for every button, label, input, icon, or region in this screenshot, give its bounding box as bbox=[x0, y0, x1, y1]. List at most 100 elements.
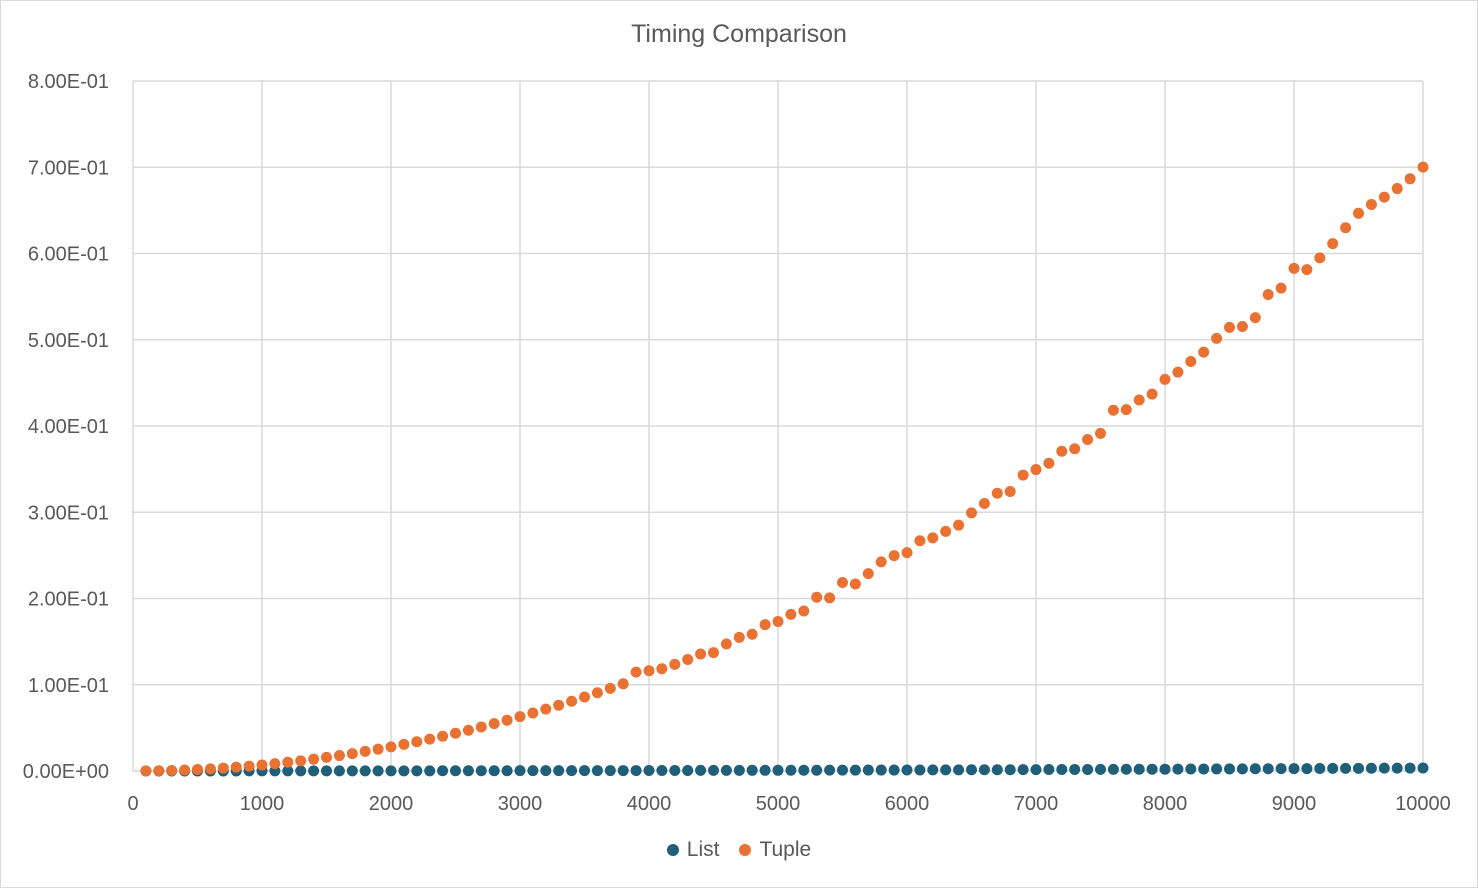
data-point-list bbox=[282, 765, 294, 777]
data-point-list bbox=[1378, 762, 1390, 774]
data-point-list bbox=[643, 764, 655, 776]
data-point-list bbox=[772, 764, 784, 776]
data-point-list bbox=[579, 765, 590, 777]
data-point-tuple bbox=[153, 765, 165, 777]
data-point-tuple bbox=[669, 658, 681, 670]
legend-item-tuple: Tuple bbox=[739, 838, 811, 862]
data-point-tuple bbox=[166, 764, 178, 776]
data-point-list bbox=[811, 764, 823, 776]
data-point-tuple bbox=[1095, 427, 1106, 439]
data-point-list bbox=[1391, 762, 1403, 774]
data-point-list bbox=[1172, 763, 1184, 775]
data-point-tuple bbox=[256, 759, 268, 771]
data-point-list bbox=[553, 765, 565, 777]
data-point-list bbox=[1198, 763, 1210, 775]
data-point-list bbox=[566, 765, 578, 777]
data-point-list bbox=[1043, 764, 1055, 776]
x-tick-label: 9000 bbox=[1272, 793, 1317, 815]
data-point-tuple bbox=[424, 733, 436, 745]
y-tick-label: 4.00E-01 bbox=[28, 416, 109, 438]
data-point-list bbox=[914, 764, 926, 776]
legend-label-list: List bbox=[686, 838, 720, 861]
data-point-list bbox=[398, 765, 410, 777]
data-point-tuple bbox=[798, 605, 810, 617]
legend-item-list: List bbox=[666, 838, 720, 862]
data-point-tuple bbox=[1211, 332, 1223, 344]
x-tick-label: 8000 bbox=[1143, 793, 1188, 815]
data-point-list bbox=[862, 764, 874, 776]
data-point-list bbox=[501, 765, 513, 777]
data-point-list bbox=[1314, 762, 1326, 774]
data-point-list bbox=[953, 764, 965, 776]
data-point-list bbox=[1288, 763, 1300, 775]
data-point-list bbox=[966, 764, 977, 776]
data-point-list bbox=[837, 764, 848, 776]
data-point-tuple bbox=[682, 653, 694, 665]
data-point-tuple bbox=[333, 750, 345, 762]
x-tick-label: 5000 bbox=[756, 793, 801, 815]
data-point-list bbox=[1353, 762, 1364, 774]
data-point-tuple bbox=[759, 619, 771, 631]
data-point-tuple bbox=[1275, 282, 1287, 294]
data-point-tuple bbox=[1082, 434, 1094, 446]
data-point-tuple bbox=[579, 691, 590, 703]
y-tick-label: 7.00E-01 bbox=[28, 157, 109, 179]
x-tick-label: 6000 bbox=[885, 793, 930, 815]
data-point-tuple bbox=[746, 628, 758, 640]
data-point-tuple bbox=[450, 727, 461, 739]
data-point-tuple bbox=[475, 721, 487, 733]
data-point-list bbox=[927, 764, 939, 776]
data-point-list bbox=[527, 765, 539, 777]
data-point-tuple bbox=[1185, 355, 1197, 367]
data-point-tuple bbox=[1327, 238, 1339, 250]
data-point-list bbox=[333, 765, 345, 777]
x-tick-label: 0 bbox=[127, 793, 138, 815]
data-point-tuple bbox=[811, 591, 823, 603]
data-point-tuple bbox=[501, 714, 513, 726]
data-point-tuple bbox=[1404, 173, 1416, 185]
data-point-list bbox=[321, 765, 332, 777]
data-point-tuple bbox=[824, 592, 836, 604]
data-point-list bbox=[1327, 762, 1339, 774]
data-point-tuple bbox=[862, 568, 874, 580]
data-point-list bbox=[1146, 763, 1158, 775]
data-point-list bbox=[759, 764, 771, 776]
data-point-tuple bbox=[514, 711, 526, 723]
data-point-tuple bbox=[940, 525, 952, 537]
data-point-list bbox=[875, 764, 887, 776]
data-point-tuple bbox=[1030, 464, 1042, 476]
data-point-tuple bbox=[540, 703, 552, 715]
data-point-tuple bbox=[1353, 207, 1364, 219]
data-point-list bbox=[1056, 764, 1068, 776]
data-point-tuple bbox=[359, 745, 371, 757]
data-point-tuple bbox=[591, 687, 603, 699]
data-point-list bbox=[978, 764, 990, 776]
data-point-tuple bbox=[282, 756, 294, 768]
data-point-tuple bbox=[295, 755, 307, 767]
data-point-tuple bbox=[772, 615, 784, 627]
x-tick-label: 1000 bbox=[240, 793, 285, 815]
data-point-tuple bbox=[604, 682, 616, 694]
data-point-list bbox=[308, 765, 320, 777]
data-point-list bbox=[733, 764, 745, 776]
data-point-tuple bbox=[837, 577, 848, 589]
data-point-list bbox=[1340, 762, 1352, 774]
data-point-list bbox=[540, 765, 552, 777]
data-point-list bbox=[785, 764, 797, 776]
data-point-tuple bbox=[991, 487, 1003, 499]
data-point-tuple bbox=[230, 761, 242, 773]
data-point-tuple bbox=[1069, 443, 1081, 455]
x-tick-label: 3000 bbox=[498, 793, 543, 815]
chart-title: Timing Comparison bbox=[631, 20, 847, 48]
data-point-tuple bbox=[1236, 320, 1248, 332]
data-point-tuple bbox=[1314, 252, 1326, 264]
legend: List Tuple bbox=[0, 838, 1478, 862]
data-point-list bbox=[1275, 763, 1287, 775]
data-point-list bbox=[991, 764, 1003, 776]
data-point-list bbox=[591, 765, 603, 777]
data-point-tuple bbox=[953, 519, 965, 531]
data-point-list bbox=[695, 764, 707, 776]
data-point-tuple bbox=[437, 730, 449, 742]
